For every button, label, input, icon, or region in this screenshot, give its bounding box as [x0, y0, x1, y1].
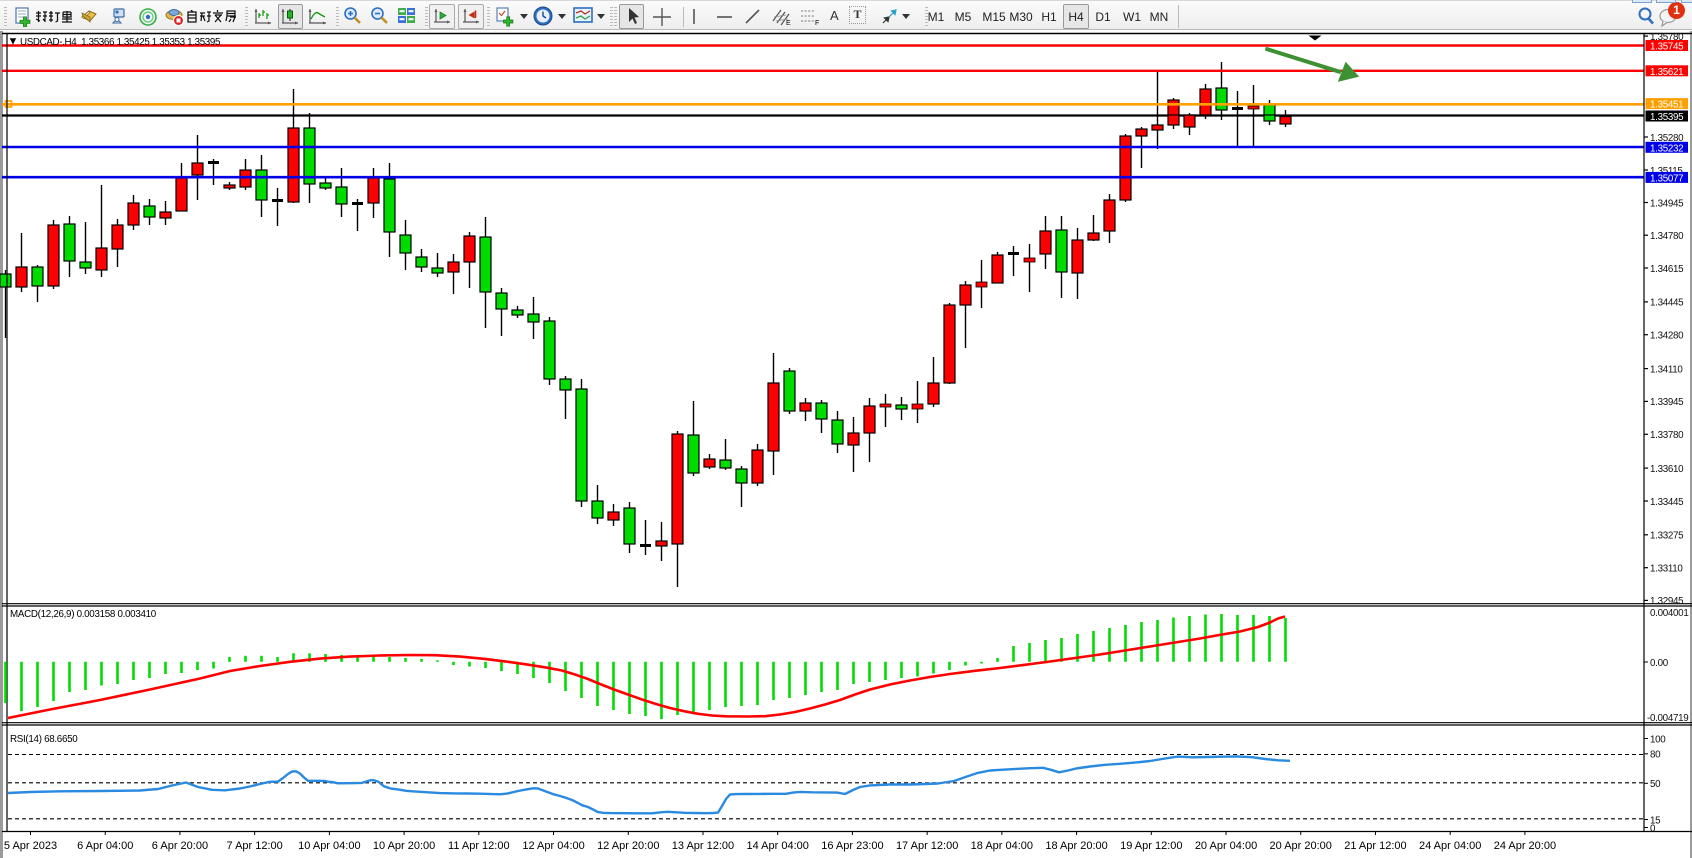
svg-text:10 Apr 04:00: 10 Apr 04:00 [298, 840, 360, 852]
svg-text:6 Apr 04:00: 6 Apr 04:00 [77, 840, 133, 852]
svg-text:MACD(12,26,9) 0.003158 0.00341: MACD(12,26,9) 0.003158 0.003410 [10, 609, 157, 620]
svg-text:USDCAD-.H4 1.35366 1.35425 1.: USDCAD-.H4 1.35366 1.35425 1.35353 1.353… [20, 37, 221, 48]
svg-text:RSI(14) 68.6650: RSI(14) 68.6650 [10, 734, 78, 745]
svg-text:E: E [786, 20, 791, 27]
svg-text:0.00: 0.00 [1650, 658, 1669, 669]
svg-text:19 Apr 12:00: 19 Apr 12:00 [1120, 840, 1182, 852]
svg-text:12 Apr 04:00: 12 Apr 04:00 [522, 840, 584, 852]
svg-text:20 Apr 04:00: 20 Apr 04:00 [1195, 840, 1257, 852]
svg-text:1.34780: 1.34780 [1650, 231, 1684, 242]
svg-text:1.35395: 1.35395 [1650, 112, 1684, 123]
svg-text:7 Apr 12:00: 7 Apr 12:00 [227, 840, 283, 852]
svg-text:100: 100 [1650, 734, 1666, 745]
svg-text:11 Apr 12:00: 11 Apr 12:00 [448, 840, 510, 852]
svg-text:-0.004719: -0.004719 [1647, 713, 1688, 724]
svg-text:1.34110: 1.34110 [1650, 364, 1683, 375]
svg-text:1.35280: 1.35280 [1650, 133, 1684, 144]
svg-text:15: 15 [1650, 815, 1661, 826]
svg-text:1.33610: 1.33610 [1650, 464, 1684, 475]
svg-text:20 Apr 20:00: 20 Apr 20:00 [1270, 840, 1332, 852]
svg-text:24 Apr 04:00: 24 Apr 04:00 [1419, 840, 1481, 852]
svg-text:21 Apr 12:00: 21 Apr 12:00 [1344, 840, 1406, 852]
svg-text:13 Apr 12:00: 13 Apr 12:00 [672, 840, 734, 852]
svg-text:1.35451: 1.35451 [1650, 100, 1683, 111]
svg-text:1.33445: 1.33445 [1650, 497, 1684, 508]
svg-text:1.34945: 1.34945 [1650, 198, 1684, 209]
svg-text:17 Apr 12:00: 17 Apr 12:00 [896, 840, 958, 852]
svg-text:1.35745: 1.35745 [1650, 42, 1684, 53]
svg-text:1.35077: 1.35077 [1650, 173, 1683, 184]
svg-text:1.35780: 1.35780 [1650, 32, 1684, 43]
svg-text:5 Apr 2023: 5 Apr 2023 [4, 840, 57, 852]
svg-text:14 Apr 04:00: 14 Apr 04:00 [747, 840, 809, 852]
svg-text:18 Apr 04:00: 18 Apr 04:00 [971, 840, 1033, 852]
svg-text:12 Apr 20:00: 12 Apr 20:00 [597, 840, 659, 852]
svg-text:0.004001: 0.004001 [1650, 608, 1688, 619]
svg-text:1.32945: 1.32945 [1650, 596, 1684, 607]
svg-text:1.35621: 1.35621 [1650, 67, 1683, 78]
svg-text:1.33780: 1.33780 [1650, 430, 1684, 441]
svg-text:1.33945: 1.33945 [1650, 397, 1684, 408]
svg-text:1.35115: 1.35115 [1650, 166, 1683, 177]
svg-text:16 Apr 23:00: 16 Apr 23:00 [821, 840, 883, 852]
svg-text:50: 50 [1650, 779, 1661, 790]
svg-text:24 Apr 20:00: 24 Apr 20:00 [1494, 840, 1556, 852]
svg-text:1.33110: 1.33110 [1650, 564, 1683, 575]
svg-text:1.35232: 1.35232 [1650, 143, 1683, 154]
svg-text:0: 0 [1650, 823, 1656, 834]
svg-text:10 Apr 20:00: 10 Apr 20:00 [373, 840, 435, 852]
svg-text:1.34445: 1.34445 [1650, 298, 1684, 309]
svg-text:6 Apr 20:00: 6 Apr 20:00 [152, 840, 208, 852]
svg-text:F: F [815, 20, 819, 27]
svg-text:▼: ▼ [8, 36, 19, 48]
svg-text:1.34615: 1.34615 [1650, 264, 1684, 275]
svg-text:80: 80 [1650, 750, 1661, 761]
svg-text:1.33275: 1.33275 [1650, 531, 1684, 542]
svg-text:1.34280: 1.34280 [1650, 331, 1684, 342]
svg-text:18 Apr 20:00: 18 Apr 20:00 [1045, 840, 1107, 852]
